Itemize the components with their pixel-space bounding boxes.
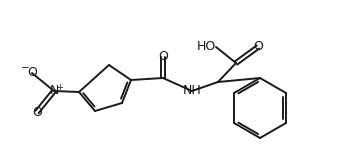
Text: +: + — [56, 83, 63, 92]
Text: O: O — [32, 105, 42, 119]
Text: HO: HO — [197, 40, 216, 54]
Text: O: O — [158, 50, 168, 64]
Text: O: O — [27, 67, 37, 79]
Text: NH: NH — [183, 85, 201, 97]
Text: −: − — [21, 63, 29, 73]
Text: N: N — [49, 85, 59, 97]
Text: O: O — [253, 40, 263, 54]
